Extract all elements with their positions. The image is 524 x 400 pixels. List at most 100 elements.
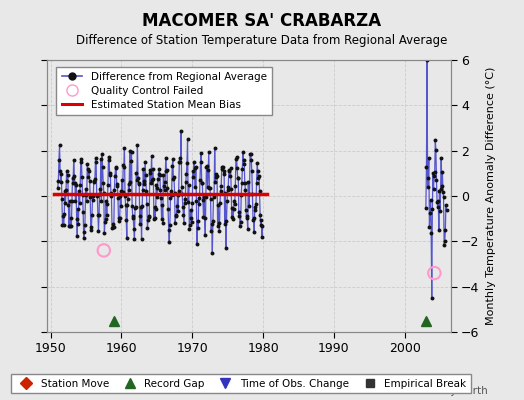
Point (428, 295, 436, 301)
Point (185, 222, 194, 228)
Point (433, 199, 441, 205)
Point (235, 209, 244, 216)
Point (128, 203, 136, 209)
Point (136, 213, 145, 220)
Point (101, 219, 109, 225)
Point (119, 164, 128, 171)
Point (97, 198, 106, 204)
Point (169, 156, 177, 163)
Point (60, 211, 69, 218)
Point (63, 172, 72, 178)
Point (176, 155, 184, 161)
Point (84, 166, 92, 172)
Point (180, 196, 189, 202)
Point (183, 160, 191, 166)
Point (134, 180, 143, 186)
Point (147, 153, 156, 159)
Point (111, 172, 119, 179)
Point (75, 200, 84, 207)
Point (138, 187, 147, 194)
Point (64, 202, 73, 208)
Point (216, 188, 225, 194)
Point (441, 238, 449, 244)
Point (156, 187, 165, 194)
Point (188, 219, 196, 225)
Point (174, 188, 183, 194)
Point (192, 164, 200, 170)
Point (246, 151, 255, 158)
Point (179, 204, 187, 210)
Point (146, 167, 154, 174)
Point (68, 174, 77, 181)
Point (105, 172, 114, 178)
Point (91, 176, 99, 182)
Point (434, 198, 442, 204)
Point (174, 208, 182, 214)
Point (80, 234, 88, 241)
Point (200, 194, 208, 200)
Point (258, 234, 266, 240)
Point (250, 204, 259, 210)
Point (248, 168, 256, 174)
Point (172, 213, 181, 220)
Point (127, 148, 136, 155)
Point (83, 161, 92, 167)
Point (126, 178, 135, 185)
Point (116, 192, 125, 199)
Point (106, 170, 114, 176)
Point (207, 228, 215, 234)
Point (59, 213, 67, 220)
Point (157, 216, 166, 222)
Point (124, 196, 132, 202)
Point (192, 197, 201, 204)
Point (442, 202, 450, 208)
Point (242, 207, 250, 213)
Point (423, 184, 432, 190)
Point (241, 180, 249, 186)
Point (422, 163, 431, 170)
Point (240, 156, 248, 163)
Point (182, 171, 191, 178)
Point (67, 215, 75, 222)
Point (255, 188, 264, 194)
Point (71, 180, 79, 186)
Point (430, 270, 439, 276)
Point (62, 168, 71, 174)
Point (250, 228, 258, 235)
Point (122, 216, 130, 223)
Point (211, 179, 220, 185)
Point (123, 202, 132, 208)
Point (60, 222, 68, 228)
Point (94, 228, 103, 234)
Point (211, 145, 219, 151)
Point (224, 184, 233, 190)
Point (133, 142, 141, 148)
Point (208, 250, 216, 256)
Point (129, 226, 138, 233)
Point (242, 215, 250, 221)
Point (177, 128, 185, 134)
Point (223, 198, 231, 204)
Point (81, 222, 89, 228)
Point (82, 186, 90, 193)
Point (234, 175, 243, 181)
Point (438, 183, 446, 189)
Point (439, 189, 447, 195)
Point (163, 167, 171, 173)
Point (90, 178, 98, 184)
Text: Berkeley Earth: Berkeley Earth (411, 386, 487, 396)
Point (125, 187, 133, 194)
Point (188, 200, 196, 206)
Point (238, 166, 247, 172)
Point (73, 233, 81, 240)
Point (225, 168, 233, 174)
Point (128, 212, 137, 219)
Point (161, 178, 169, 185)
Point (70, 172, 79, 179)
Point (61, 188, 69, 194)
Point (423, 57, 431, 63)
Point (175, 158, 183, 165)
Point (173, 192, 182, 198)
Point (204, 149, 213, 156)
Point (171, 220, 179, 226)
